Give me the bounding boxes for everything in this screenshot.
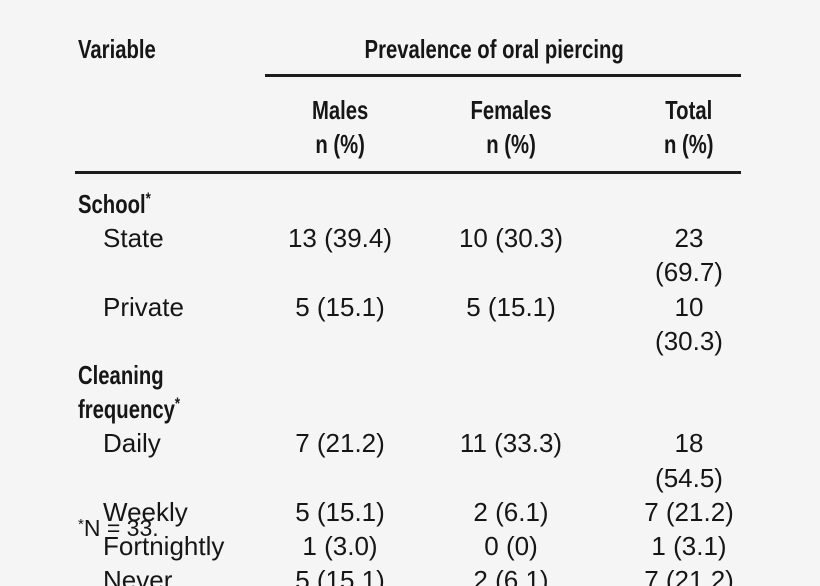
header-row-columns: Males n (%) Females n (%) Total n (%) [75,75,742,174]
row-label: State [103,223,164,254]
males-header-sub: n (%) [315,129,365,159]
table-row-daily: Daily 7 (21.2) 11 (33.3) 18 (54.5) [75,426,741,494]
cell-females [415,392,607,426]
cell-total [607,173,741,222]
total-header-cell: Total n (%) [607,75,742,174]
cell-males [265,173,415,222]
oral-piercing-prevalence-table: Variable Prevalence of oral piercing Mal… [75,30,742,586]
cell-total: 7 (21.2) [607,563,742,586]
row-label: Private [103,291,184,322]
cell-total: 23 (69.7) [655,223,723,288]
row-label-cell: frequency* [75,392,265,426]
table-row-fortnightly: Fortnightly 1 (3.0) 0 (0) 1 (3.1) [75,529,741,563]
row-label-cell: School* [75,173,265,222]
males-header-label: Males [311,95,369,125]
females-header-sub: n (%) [486,129,536,159]
females-header-cell: Females n (%) [415,75,607,174]
cell-total [607,392,741,426]
cell-females: 11 (33.3) [459,428,563,459]
cell-females: 2 (6.1) [415,563,607,586]
cell-males [265,392,415,426]
table-row-cleaning: Cleaning [75,358,741,392]
row-label-cell: State [75,221,265,289]
footnote-asterisk: * [78,516,84,533]
table-row-private: Private 5 (15.1) 5 (15.1) 10 (30.3) [75,290,741,358]
cell-females: 0 (0) [484,531,538,562]
cell-females: 2 (6.1) [473,496,549,527]
variable-header-label: Variable [78,34,156,64]
cell-males: 1 (3.0) [302,531,378,562]
cell-males [265,358,415,392]
cell-females [415,173,607,222]
table-row-state: State 13 (39.4) 10 (30.3) 23 (69.7) [75,221,741,289]
total-header: Total n (%) [664,93,714,161]
variable-header-cell: Variable [75,30,265,76]
table-row-frequency: frequency* [75,392,741,426]
cell-males: 5 (15.1) [295,496,385,527]
footnote-text: N = 33. [83,515,159,541]
cell-total [607,358,741,392]
row-label-cell: Cleaning [75,358,265,392]
asterisk-superscript: * [145,189,151,208]
asterisk-superscript: * [174,394,181,414]
row-label: School* [78,189,151,219]
row-label-cell: Never [75,563,265,586]
cell-males: 13 (39.4) [287,223,393,254]
row-label-cell: Daily [75,426,265,494]
males-header: Males n (%) [312,93,368,161]
cell-males: 5 (15.1) [295,291,385,322]
row-label: Cleaning [78,360,164,391]
cell-females: 10 (30.3) [458,223,564,254]
cell-females [415,358,607,392]
header-row-spanner: Variable Prevalence of oral piercing [75,30,742,77]
cell-males: 7 (21.2) [295,428,385,459]
spanner-title: Prevalence of oral piercing [364,34,624,64]
row-label-cell: Private [75,290,265,358]
cell-females: 5 (15.1) [466,291,556,322]
row-label: Daily [103,428,161,459]
spanner-cell: Prevalence of oral piercing [265,30,742,77]
row-label: Never [103,565,173,586]
cell-total: 7 (21.2) [644,496,734,527]
cell-total: 1 (3.1) [651,531,727,562]
row-label: frequency* [78,394,181,425]
cell-total: 18 (54.5) [655,428,723,493]
row-label-cell: Weekly [75,495,265,529]
females-header-label: Females [470,95,552,125]
row-label: Weekly [103,496,188,527]
empty-header-cell [75,75,265,174]
row-label-cell: Fortnightly [75,529,265,563]
table-row-school: School* [75,173,741,222]
cell-males: 5 (15.1) [265,563,415,586]
table-row-weekly: Weekly 5 (15.1) 2 (6.1) 7 (21.2) [75,495,741,529]
total-header-sub: n (%) [664,129,714,159]
table-row-never: Never 5 (15.1) 2 (6.1) 7 (21.2) [75,563,742,586]
table-footnote: *N = 33. [78,514,159,542]
females-header: Females n (%) [470,93,551,161]
row-label: Fortnightly [103,531,225,562]
cell-total: 10 (30.3) [655,291,723,356]
males-header-cell: Males n (%) [265,75,415,174]
total-header-label: Total [665,95,713,125]
